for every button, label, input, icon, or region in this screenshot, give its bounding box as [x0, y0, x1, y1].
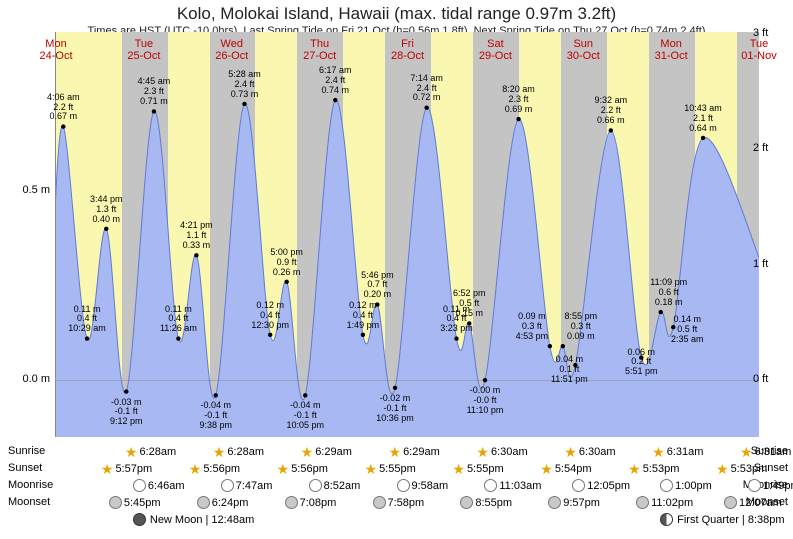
moonset-cell: 6:24pm — [197, 496, 249, 509]
star-icon: ★ — [740, 445, 753, 459]
moon-icon — [397, 479, 410, 492]
moon-icon — [309, 479, 322, 492]
sunset-cell: ★5:56pm — [277, 462, 328, 476]
star-icon: ★ — [452, 462, 465, 476]
day-label: Sat29-Oct — [465, 38, 525, 62]
sunset-label-left: Sunset — [8, 462, 42, 474]
sunrise-cell: ★6:30am — [564, 445, 615, 459]
moonset-cell: 8:55pm — [460, 496, 512, 509]
moon-icon — [748, 479, 761, 492]
y-axis-feet: 0 ft1 ft2 ft3 ft — [753, 32, 793, 437]
day-label: Tue25-Oct — [114, 38, 174, 62]
sunset-cell: ★5:53pm — [628, 462, 679, 476]
star-icon: ★ — [301, 445, 314, 459]
sun-moon-table: SunriseSunrise★6:28am★6:28am★6:29am★6:29… — [0, 445, 793, 530]
moonrise-cell: 1:49pm — [748, 479, 793, 492]
moonset-cell: 9:57pm — [548, 496, 600, 509]
star-icon: ★ — [101, 462, 114, 476]
moon-icon — [636, 496, 649, 509]
moon-icon — [133, 479, 146, 492]
sunrise-cell: ★6:28am — [213, 445, 264, 459]
star-icon: ★ — [213, 445, 226, 459]
moonset-cell: 7:08pm — [285, 496, 337, 509]
sunrise-label-left: Sunrise — [8, 445, 45, 457]
day-label: Sun30-Oct — [553, 38, 613, 62]
y-axis-meters: 0.0 m0.5 m — [0, 32, 50, 437]
tide-curve — [56, 32, 759, 437]
day-label: Fri28-Oct — [378, 38, 438, 62]
moon-phase: New Moon | 12:48am — [133, 513, 254, 526]
tide-chart: Kolo, Molokai Island, Hawaii (max. tidal… — [0, 0, 793, 539]
sunrise-cell: ★6:30am — [476, 445, 527, 459]
moonset-label-left: Moonset — [8, 496, 50, 508]
moonrise-cell: 9:58am — [397, 479, 449, 492]
star-icon: ★ — [564, 445, 577, 459]
sunrise-cell: ★6:31am — [652, 445, 703, 459]
moonrise-cell: 7:47am — [221, 479, 273, 492]
moonset-cell: 7:58pm — [373, 496, 425, 509]
star-icon: ★ — [476, 445, 489, 459]
moon-icon — [285, 496, 298, 509]
day-label: Thu27-Oct — [290, 38, 350, 62]
moon-icon — [197, 496, 210, 509]
star-icon: ★ — [652, 445, 665, 459]
moon-icon — [572, 479, 585, 492]
moonset-cell: 12:07am — [724, 496, 782, 509]
moon-icon — [373, 496, 386, 509]
star-icon: ★ — [628, 462, 641, 476]
star-icon: ★ — [125, 445, 138, 459]
moonrise-cell: 1:00pm — [660, 479, 712, 492]
moon-icon — [460, 496, 473, 509]
sunrise-cell: ★6:29am — [389, 445, 440, 459]
moonrise-cell: 8:52am — [309, 479, 361, 492]
moon-icon — [724, 496, 737, 509]
star-icon: ★ — [540, 462, 553, 476]
day-label: Mon31-Oct — [641, 38, 701, 62]
plot-area: Mon24-OctTue25-OctWed26-OctThu27-OctFri2… — [55, 32, 758, 437]
star-icon: ★ — [189, 462, 202, 476]
day-label: Wed26-Oct — [202, 38, 262, 62]
sunset-cell: ★5:56pm — [189, 462, 240, 476]
moon-icon — [221, 479, 234, 492]
moonrise-cell: 6:46am — [133, 479, 185, 492]
moon-phase-icon — [133, 513, 146, 526]
moonrise-cell: 12:05pm — [572, 479, 630, 492]
moonrise-cell: 11:03am — [484, 479, 541, 492]
moonrise-label-left: Moonrise — [8, 479, 53, 491]
sunset-cell: ★5:55pm — [365, 462, 416, 476]
sunrise-cell: ★6:28am — [125, 445, 176, 459]
star-icon: ★ — [389, 445, 402, 459]
sunset-cell: ★5:57pm — [101, 462, 152, 476]
moon-icon — [484, 479, 497, 492]
moon-icon — [548, 496, 561, 509]
moon-icon — [109, 496, 122, 509]
moon-phase: First Quarter | 8:38pm — [660, 513, 784, 526]
moonset-cell: 5:45pm — [109, 496, 161, 509]
sunset-cell: ★5:53pm — [716, 462, 767, 476]
star-icon: ★ — [365, 462, 378, 476]
star-icon: ★ — [277, 462, 290, 476]
sunrise-cell: ★6:31am — [740, 445, 791, 459]
moon-icon — [660, 479, 673, 492]
sunrise-cell: ★6:29am — [301, 445, 352, 459]
sunset-cell: ★5:54pm — [540, 462, 591, 476]
star-icon: ★ — [716, 462, 729, 476]
moon-phase-icon — [660, 513, 673, 526]
moonset-cell: 11:02pm — [636, 496, 693, 509]
chart-title: Kolo, Molokai Island, Hawaii (max. tidal… — [0, 4, 793, 24]
sunset-cell: ★5:55pm — [452, 462, 503, 476]
